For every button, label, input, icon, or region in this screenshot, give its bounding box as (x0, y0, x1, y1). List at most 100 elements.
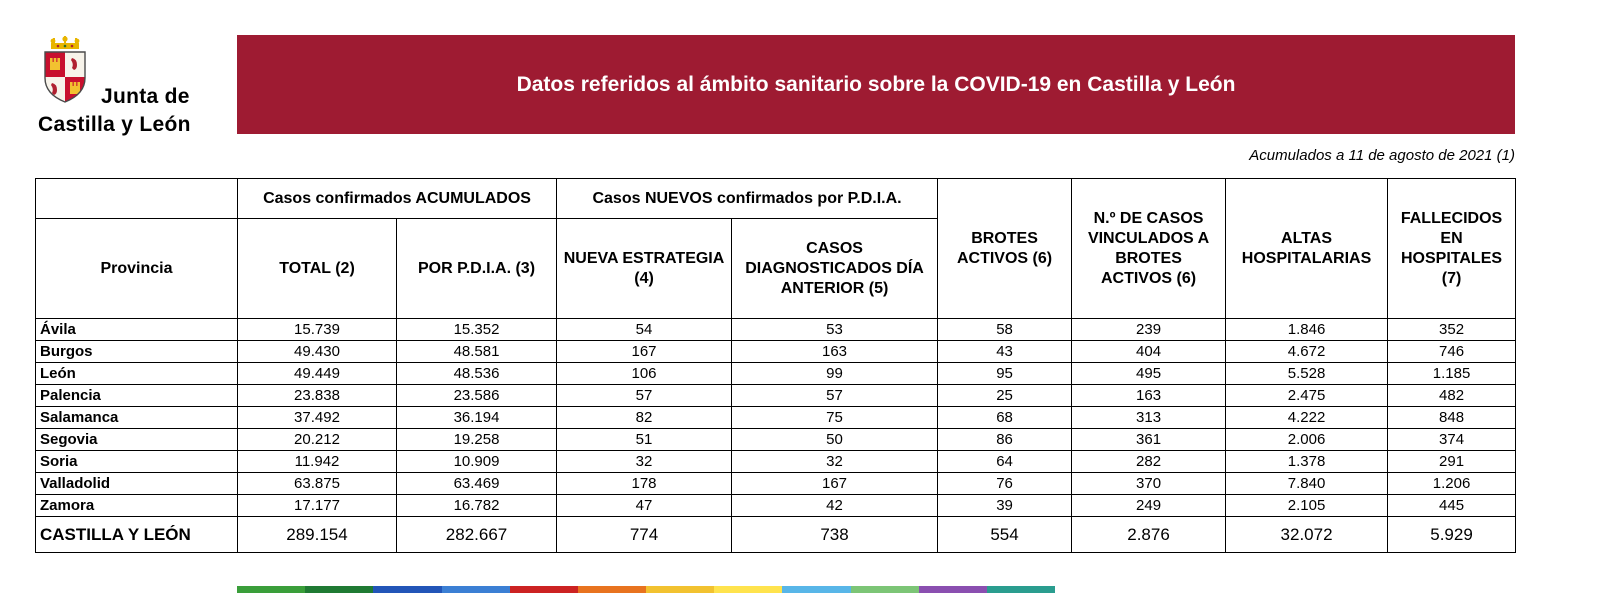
corner-spacer (35, 178, 238, 219)
value-cell: 445 (1387, 494, 1517, 517)
value-cell: 99 (731, 362, 939, 385)
value-cell: 53 (731, 318, 939, 341)
value-cell: 57 (731, 384, 939, 407)
covid-data-table: Casos confirmados ACUMULADOS Casos NUEVO… (35, 178, 1517, 553)
value-cell: 86 (937, 428, 1073, 451)
col-header-por-pdia: POR P.D.I.A. (3) (395, 218, 558, 319)
totals-value-cell: 738 (731, 516, 939, 553)
table-row: Salamanca 37.492 36.194 82 75 68 313 4.222 848 (35, 406, 1517, 429)
value-cell: 167 (556, 340, 733, 363)
value-cell: 15.352 (395, 318, 558, 341)
value-cell: 17.177 (237, 494, 397, 517)
province-cell: Soria (35, 450, 238, 473)
province-cell: Burgos (35, 340, 238, 363)
value-cell: 4.672 (1225, 340, 1389, 363)
value-cell: 68 (937, 406, 1073, 429)
totals-value-cell: 554 (937, 516, 1073, 553)
table-row: Zamora 17.177 16.782 47 42 39 249 2.105 445 (35, 494, 1517, 517)
value-cell: 1.185 (1387, 362, 1517, 385)
strip-segment (986, 586, 1056, 593)
value-cell: 163 (731, 340, 939, 363)
value-cell: 1.846 (1225, 318, 1389, 341)
col-header-casos-vinculados: N.º DE CASOS VINCULADOS A BROTES ACTIVOS… (1071, 178, 1227, 319)
value-cell: 48.536 (395, 362, 558, 385)
col-header-nueva-estrategia: NUEVA ESTRATEGIA (4) (556, 218, 733, 319)
value-cell: 47 (556, 494, 733, 517)
province-cell: Zamora (35, 494, 238, 517)
totals-value-cell: 289.154 (237, 516, 397, 553)
value-cell: 239 (1071, 318, 1227, 341)
strip-segment (782, 586, 851, 593)
table-header: Casos confirmados ACUMULADOS Casos NUEVO… (35, 178, 1517, 319)
value-cell: 63.875 (237, 472, 397, 495)
value-cell: 16.782 (395, 494, 558, 517)
table-footer: CASTILLA Y LEÓN 289.154 282.667 774 738 … (35, 516, 1517, 553)
value-cell: 32 (556, 450, 733, 473)
value-cell: 51 (556, 428, 733, 451)
value-cell: 39 (937, 494, 1073, 517)
value-cell: 848 (1387, 406, 1517, 429)
bottom-strip (237, 586, 1056, 593)
value-cell: 106 (556, 362, 733, 385)
province-cell: León (35, 362, 238, 385)
value-cell: 43 (937, 340, 1073, 363)
value-cell: 404 (1071, 340, 1227, 363)
group-header-acumulados: Casos confirmados ACUMULADOS (236, 178, 558, 219)
value-cell: 10.909 (395, 450, 558, 473)
col-header-fallecidos: FALLECIDOS EN HOSPITALES (7) (1387, 178, 1517, 319)
value-cell: 2.006 (1225, 428, 1389, 451)
value-cell: 313 (1071, 406, 1227, 429)
value-cell: 49.430 (237, 340, 397, 363)
totals-value-cell: 5.929 (1387, 516, 1517, 553)
value-cell: 282 (1071, 450, 1227, 473)
value-cell: 7.840 (1225, 472, 1389, 495)
value-cell: 63.469 (395, 472, 558, 495)
date-note: Acumulados a 11 de agosto de 2021 (1) (1249, 147, 1515, 164)
province-cell: Ávila (35, 318, 238, 341)
province-cell: Valladolid (35, 472, 238, 495)
value-cell: 75 (731, 406, 939, 429)
page-title: Datos referidos al ámbito sanitario sobr… (516, 72, 1236, 96)
value-cell: 1.378 (1225, 450, 1389, 473)
strip-segment (509, 586, 578, 593)
strip-segment (237, 586, 306, 593)
value-cell: 2.475 (1225, 384, 1389, 407)
coat-of-arms-icon (38, 34, 92, 111)
value-cell: 23.838 (237, 384, 397, 407)
logo-text-line1: Junta de (101, 85, 190, 108)
col-header-diagnosticados: CASOS DIAGNOSTICADOS DÍA ANTERIOR (5) (731, 218, 939, 319)
totals-region-label: CASTILLA Y LEÓN (35, 516, 238, 553)
table-row: Ávila 15.739 15.352 54 53 58 239 1.846 352 (35, 318, 1517, 341)
strip-segment (577, 586, 647, 593)
value-cell: 291 (1387, 450, 1517, 473)
value-cell: 54 (556, 318, 733, 341)
value-cell: 37.492 (237, 406, 397, 429)
strip-segment (918, 586, 987, 593)
value-cell: 167 (731, 472, 939, 495)
value-cell: 42 (731, 494, 939, 517)
value-cell: 11.942 (237, 450, 397, 473)
province-cell: Segovia (35, 428, 238, 451)
province-cell: Palencia (35, 384, 238, 407)
strip-segment (441, 586, 510, 593)
value-cell: 163 (1071, 384, 1227, 407)
value-cell: 48.581 (395, 340, 558, 363)
table-row: Segovia 20.212 19.258 51 50 86 361 2.006 374 (35, 428, 1517, 451)
col-header-provincia: Provincia (35, 218, 238, 319)
value-cell: 374 (1387, 428, 1517, 451)
province-cell: Salamanca (35, 406, 238, 429)
totals-value-cell: 32.072 (1225, 516, 1389, 553)
value-cell: 36.194 (395, 406, 558, 429)
value-cell: 1.206 (1387, 472, 1517, 495)
logo-text-line2: Castilla y León (38, 113, 191, 136)
totals-value-cell: 282.667 (395, 516, 558, 553)
value-cell: 482 (1387, 384, 1517, 407)
value-cell: 249 (1071, 494, 1227, 517)
value-cell: 58 (937, 318, 1073, 341)
value-cell: 23.586 (395, 384, 558, 407)
col-header-brotes-activos: BROTES ACTIVOS (6) (937, 178, 1073, 319)
value-cell: 370 (1071, 472, 1227, 495)
col-header-total: TOTAL (2) (237, 218, 397, 319)
value-cell: 57 (556, 384, 733, 407)
